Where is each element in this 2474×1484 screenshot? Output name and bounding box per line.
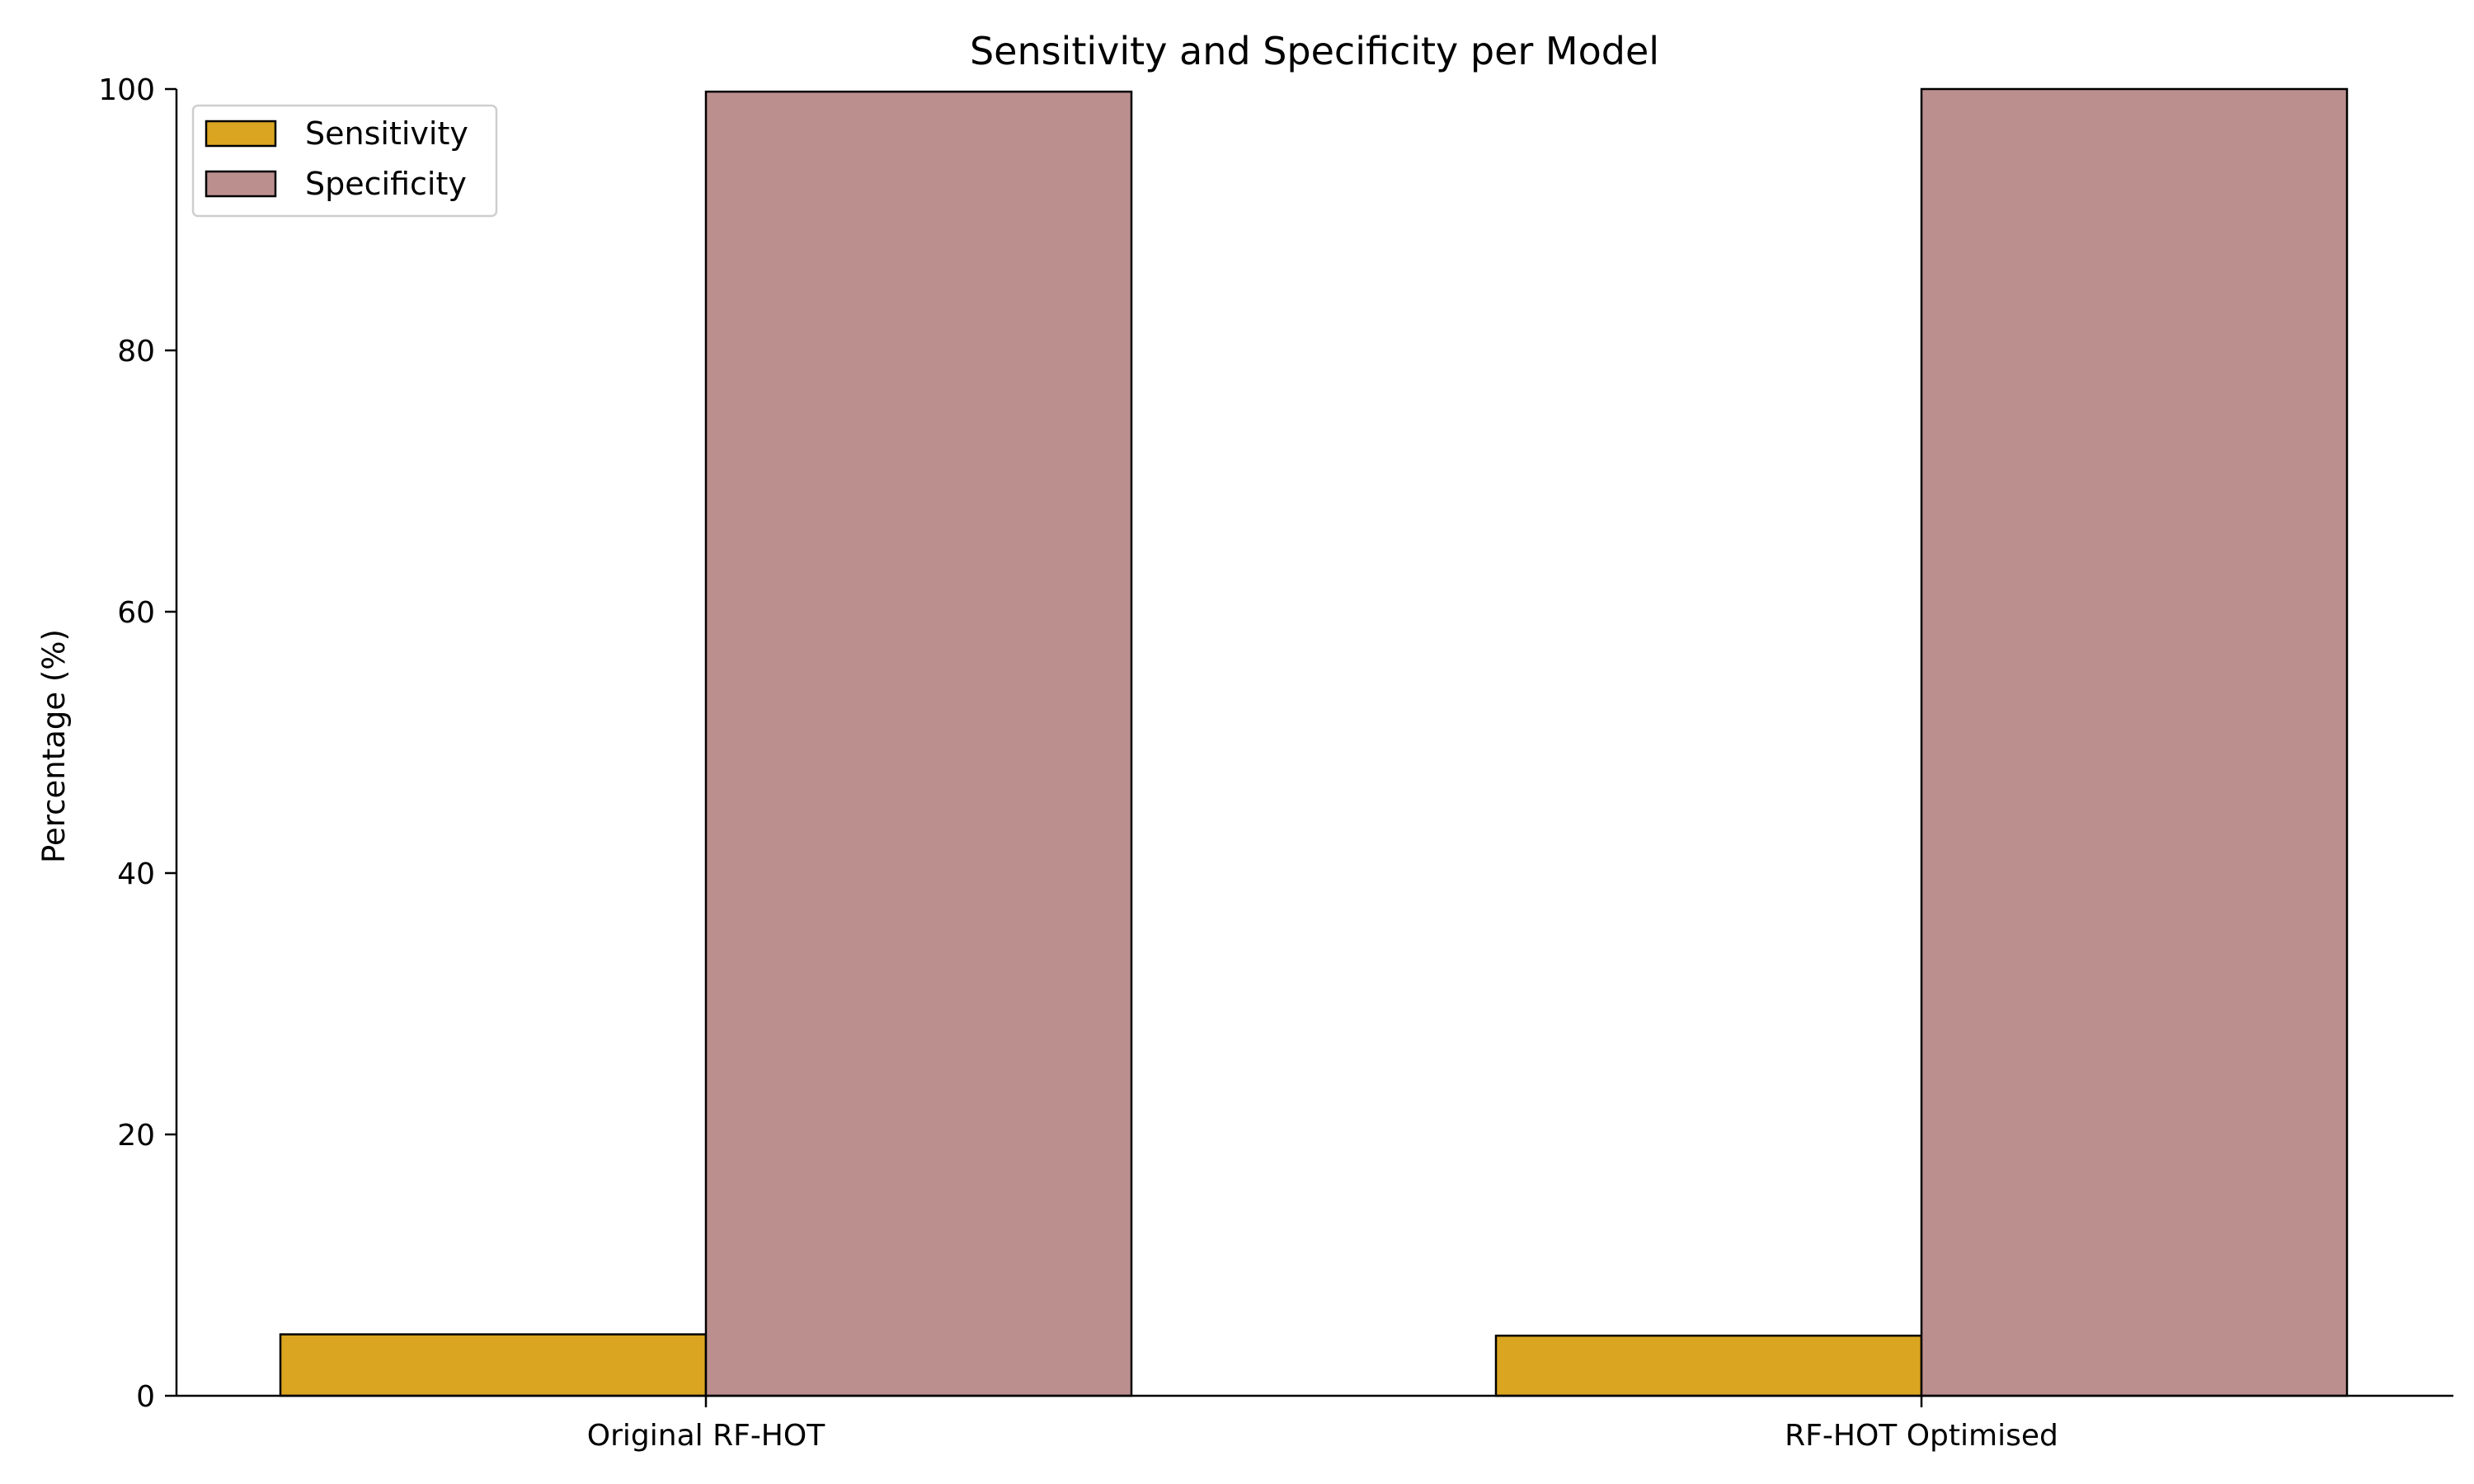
bar-specificity-1 (1920, 87, 2349, 1397)
legend-label-specificity: Specificity (305, 166, 467, 202)
x-tick-label: RF-HOT Optimised (1785, 1419, 2058, 1453)
legend-swatch-specificity (205, 170, 277, 198)
y-tick-label: 40 (117, 857, 155, 891)
y-tick-label: 60 (117, 596, 155, 630)
bar-sensitivity-1 (1494, 1334, 1923, 1397)
legend-swatch-sensitivity (205, 120, 277, 148)
chart-title: Sensitivity and Specificity per Model (970, 29, 1659, 73)
bar-specificity-0 (704, 90, 1133, 1397)
y-tick-label: 100 (98, 73, 155, 107)
y-axis-label: Percentage (%) (36, 629, 72, 863)
x-tick-label: Original RF-HOT (587, 1419, 825, 1453)
legend-label-sensitivity: Sensitivity (305, 115, 468, 152)
y-tick-label: 20 (117, 1119, 155, 1153)
bar-sensitivity-0 (279, 1333, 708, 1397)
legend: Sensitivity Specificity (191, 104, 498, 218)
bars-layer (279, 87, 2349, 1397)
y-tick-label: 80 (117, 335, 155, 369)
y-tick-label: 0 (136, 1380, 155, 1414)
axes-layer: 0 20 40 60 80 100 Original RF-HOT RF-HOT Optimi… (98, 73, 2453, 1453)
